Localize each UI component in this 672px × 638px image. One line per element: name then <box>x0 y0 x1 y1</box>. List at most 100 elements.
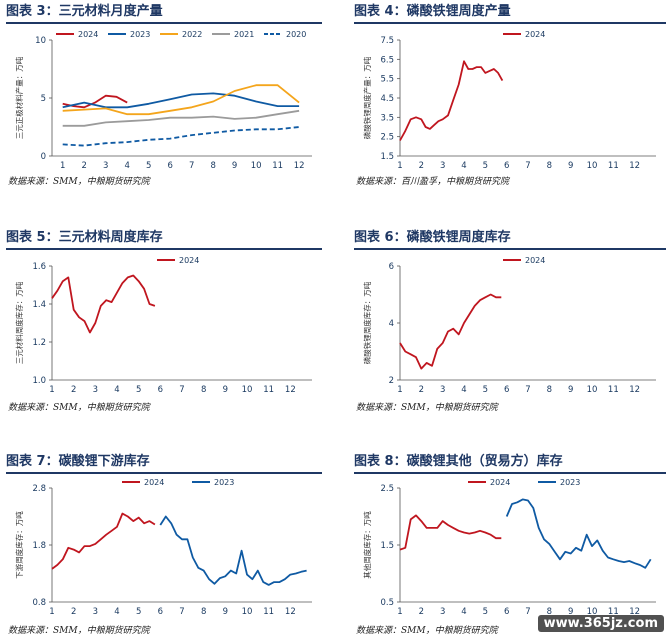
legend-label: 2022 <box>182 30 202 39</box>
y-tick-label: 1.2 <box>32 338 46 348</box>
y-tick-label: 1.6 <box>32 262 46 272</box>
x-tick-label: 4 <box>461 161 466 171</box>
x-tick-label: 10 <box>587 607 598 617</box>
x-tick-label: 2 <box>71 607 76 617</box>
y-tick-label: 1.8 <box>32 541 46 551</box>
x-tick-label: 11 <box>263 385 274 395</box>
source-note: 数据来源：SMM，中粮期货研究院 <box>8 626 150 636</box>
x-tick-label: 7 <box>525 161 530 171</box>
title-rule <box>354 472 666 474</box>
chart-3: 1.01.21.41.61 2 3 4 5 6 7 8 9 10 11 12三元材料周度库存：万吨20… <box>14 256 312 395</box>
x-tick-label: 2 <box>71 385 76 395</box>
x-tick-label: 8 <box>547 161 552 171</box>
x-tick-label: 6 <box>158 385 163 395</box>
legend-label: 2023 <box>214 478 234 487</box>
x-tick-label: 4 <box>114 385 119 395</box>
x-tick-label: 12 <box>629 161 640 171</box>
x-tick-label: 5 <box>146 161 151 171</box>
x-tick-label: 7 <box>189 161 194 171</box>
x-tick-label: 4 <box>124 161 129 171</box>
x-tick-label: 6 <box>167 161 172 171</box>
legend-label: 2024 <box>179 256 199 265</box>
y-tick-label: 10 <box>35 36 46 46</box>
x-tick-label: 3 <box>440 607 445 617</box>
x-tick-label: 11 <box>608 385 619 395</box>
panel-title: 图表 8：碳酸锂其他（贸易方）库存 <box>354 454 563 469</box>
source-note: 数据来源：SMM，中粮期货研究院 <box>8 177 150 187</box>
x-tick-label: 9 <box>568 161 573 171</box>
source-note: 数据来源：SMM，中粮期货研究院 <box>8 403 150 413</box>
x-tick-label: 8 <box>201 607 206 617</box>
x-tick-label: 5 <box>483 385 488 395</box>
x-tick-label: 9 <box>568 607 573 617</box>
x-tick-label: 3 <box>440 161 445 171</box>
x-tick-label: 11 <box>608 607 619 617</box>
series-line-2024 <box>51 512 156 570</box>
x-tick-label: 11 <box>272 161 283 171</box>
y-tick-label: 2.5 <box>380 133 394 143</box>
panel-1: 图表 3：三元材料月度产量 0 5 10 1 2 3 4 5 6 7 8 9 10 11 12 三元正极材料产… <box>6 2 322 212</box>
y-tick-label: 2.8 <box>32 484 46 494</box>
y-axis-label: 其他周度库存：万吨 <box>362 511 372 579</box>
panel-title: 图表 4：磷酸铁锂周度产量 <box>354 4 511 19</box>
panel-5: 图表 7：碳酸锂下游库存 0.8 1.8 2.8 1 2 3 4 5 6 7 8 9 10 11 12 下游周… <box>6 452 322 638</box>
x-tick-label: 3 <box>440 385 445 395</box>
x-tick-label: 12 <box>285 385 296 395</box>
x-tick-label: 10 <box>242 607 253 617</box>
title-rule <box>6 22 322 24</box>
x-tick-label: 2 <box>419 385 424 395</box>
panel-title: 图表 5：三元材料周度库存 <box>6 230 163 245</box>
x-tick-label: 9 <box>232 161 237 171</box>
y-tick-label: 5 <box>41 94 46 104</box>
y-tick-label: 0.8 <box>32 598 46 608</box>
source-note: 数据来源：SMM，中粮期货研究院 <box>356 626 498 636</box>
x-tick-label: 6 <box>504 161 509 171</box>
x-tick-label: 9 <box>223 607 228 617</box>
series-line-2021 <box>62 109 300 127</box>
panel-3: 图表 5：三元材料周度库存 1.0 1.2 1.4 1.6 1 2 3 4 5 6 7 8 9 10 11 1… <box>6 228 322 428</box>
x-tick-label: 2 <box>82 161 87 171</box>
source-note: 数据来源：百川盈孚，中粮期货研究院 <box>356 177 510 187</box>
y-tick-label: 6 <box>389 262 394 272</box>
x-tick-label: 11 <box>608 161 619 171</box>
x-tick-label: 4 <box>114 607 119 617</box>
x-tick-label: 4 <box>461 607 466 617</box>
title-rule <box>6 248 322 250</box>
x-tick-label: 1 <box>397 607 402 617</box>
panel-6: 图表 8：碳酸锂其他（贸易方）库存 0.5 1.5 2.5 1 2 3 4 5 6 7 8 9 10 11… <box>354 452 666 638</box>
panel-2: 图表 4：磷酸铁锂周度产量 1.5 2.5 3.5 4.5 5.5 6.5 7.5 1 2 3 4 5… <box>354 2 666 212</box>
series-line-2023 <box>505 498 652 569</box>
x-tick-label: 9 <box>223 385 228 395</box>
x-tick-label: 1 <box>49 607 54 617</box>
series-line-2023 <box>62 92 300 109</box>
x-tick-label: 7 <box>525 607 530 617</box>
x-tick-label: 8 <box>547 385 552 395</box>
x-tick-label: 7 <box>525 385 530 395</box>
panel-title: 图表 7：碳酸锂下游库存 <box>6 454 150 469</box>
series-line-2024 <box>399 60 504 141</box>
x-tick-label: 1 <box>60 161 65 171</box>
x-tick-label: 1 <box>49 385 54 395</box>
y-tick-label: 1.5 <box>380 541 394 551</box>
title-rule <box>354 248 666 250</box>
legend-label: 2023 <box>560 478 580 487</box>
x-tick-label: 9 <box>568 385 573 395</box>
x-tick-label: 5 <box>483 161 488 171</box>
title-rule <box>6 472 322 474</box>
x-tick-label: 7 <box>179 385 184 395</box>
series-line-2022 <box>62 84 300 116</box>
panel-title: 图表 6：磷酸铁锂周度库存 <box>354 230 511 245</box>
legend-label: 2021 <box>234 30 254 39</box>
x-tick-label: 10 <box>587 161 598 171</box>
legend-label: 2020 <box>286 30 306 39</box>
x-tick-label: 6 <box>158 607 163 617</box>
legend-label: 2024 <box>78 30 98 39</box>
series-line-2024 <box>399 293 502 370</box>
x-tick-label: 5 <box>136 607 141 617</box>
series-line-2020 <box>62 126 300 147</box>
y-tick-label: 1.5 <box>380 152 394 162</box>
x-tick-label: 12 <box>285 607 296 617</box>
